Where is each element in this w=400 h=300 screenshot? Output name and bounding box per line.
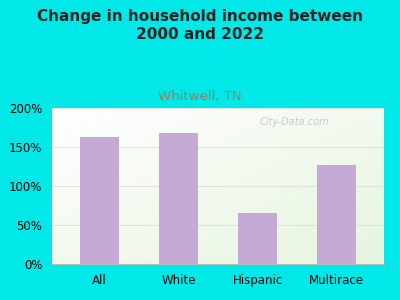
Bar: [238, 213, 277, 264]
Bar: [317, 165, 356, 264]
Text: City-Data.com: City-Data.com: [260, 117, 329, 127]
Text: Change in household income between
2000 and 2022: Change in household income between 2000 …: [37, 9, 363, 42]
Bar: [80, 137, 119, 264]
Bar: [159, 133, 198, 264]
Text: Whitwell, TN: Whitwell, TN: [158, 90, 242, 103]
